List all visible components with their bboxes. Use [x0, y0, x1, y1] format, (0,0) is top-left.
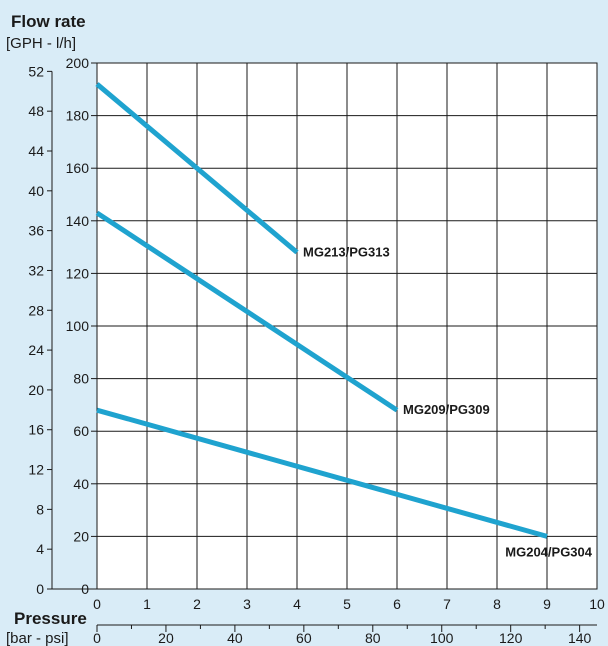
- gph-tick-label: 32: [28, 262, 44, 278]
- gph-tick-label: 36: [28, 223, 44, 239]
- bar-tick-label: 5: [343, 596, 351, 612]
- gph-tick-label: 4: [36, 541, 44, 557]
- bar-tick-label: 8: [493, 596, 501, 612]
- series-labels: MG213/PG313 MG209/PG309 MG204/PG304: [303, 244, 593, 559]
- gph-tick-label: 52: [28, 63, 44, 79]
- bar-tick-label: 2: [193, 596, 201, 612]
- series-label-2: MG204/PG304: [505, 544, 592, 559]
- psi-tick-label: 40: [227, 630, 243, 646]
- lph-tick-label: 80: [73, 371, 89, 387]
- series-line-1: [95, 210, 399, 413]
- y-axis-units: [GPH - l/h]: [6, 35, 76, 52]
- bar-tick-label: 7: [443, 596, 451, 612]
- series-label-0: MG213/PG313: [303, 244, 390, 259]
- psi-tick-label: 140: [568, 630, 592, 646]
- tick-labels: 0481216202428323640444852020406080100120…: [28, 55, 605, 646]
- psi-tick-label: 120: [499, 630, 523, 646]
- lph-tick-label: 180: [66, 108, 90, 124]
- psi-tick-label: 0: [93, 630, 101, 646]
- bar-tick-label: 4: [293, 596, 301, 612]
- psi-tick-label: 20: [158, 630, 174, 646]
- lph-tick-label: 160: [66, 160, 90, 176]
- bar-tick-label: 3: [243, 596, 251, 612]
- gph-tick-label: 40: [28, 183, 44, 199]
- lph-tick-label: 60: [73, 423, 89, 439]
- lph-tick-label: 0: [81, 581, 89, 597]
- grid: [96, 62, 598, 590]
- x-axis-title: Pressure: [14, 609, 87, 628]
- series-line-2: [96, 407, 548, 539]
- gph-tick-label: 16: [28, 422, 44, 438]
- lph-tick-label: 200: [66, 55, 90, 71]
- chart-title: Flow rate: [11, 12, 86, 31]
- lph-tick-label: 100: [66, 318, 90, 334]
- gph-tick-label: 20: [28, 382, 44, 398]
- gph-tick-label: 48: [28, 103, 44, 119]
- series-lines: [95, 82, 548, 539]
- psi-tick-label: 80: [365, 630, 381, 646]
- lph-tick-label: 140: [66, 213, 90, 229]
- bar-tick-label: 9: [543, 596, 551, 612]
- bar-tick-label: 0: [93, 596, 101, 612]
- psi-tick-label: 60: [296, 630, 312, 646]
- lph-tick-label: 20: [73, 528, 89, 544]
- gph-tick-label: 24: [28, 342, 44, 358]
- gph-tick-label: 44: [28, 143, 44, 159]
- gph-tick-label: 8: [36, 501, 44, 517]
- x-axis-units: [bar - psi]: [6, 630, 69, 646]
- gph-tick-label: 0: [36, 581, 44, 597]
- psi-tick-label: 100: [430, 630, 454, 646]
- lph-tick-label: 120: [66, 265, 90, 281]
- series-label-1: MG209/PG309: [403, 402, 490, 417]
- gph-tick-label: 28: [28, 302, 44, 318]
- bar-tick-label: 1: [143, 596, 151, 612]
- series-line-0: [95, 82, 299, 255]
- bar-tick-label: 6: [393, 596, 401, 612]
- axes: [47, 62, 597, 632]
- lph-tick-label: 40: [73, 476, 89, 492]
- bar-tick-label: 10: [589, 596, 605, 612]
- gph-tick-label: 12: [28, 462, 44, 478]
